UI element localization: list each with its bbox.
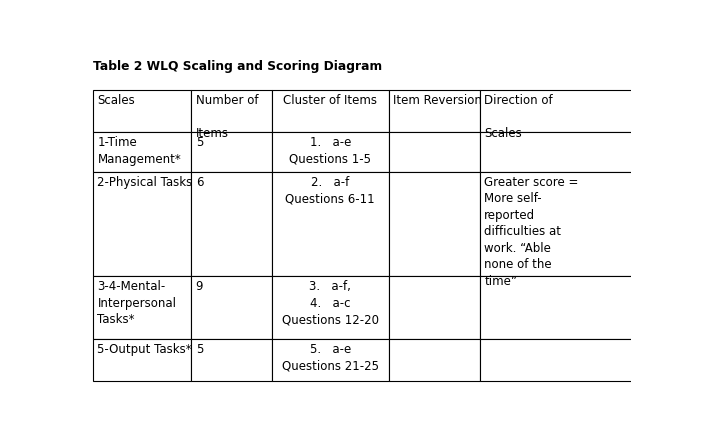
Bar (191, 339, 272, 381)
Text: Number of

Items: Number of Items (196, 94, 258, 140)
Bar (272, 132, 388, 172)
Bar (388, 339, 480, 381)
Text: 2-Physical Tasks: 2-Physical Tasks (97, 175, 193, 189)
Text: Greater score =
More self-
reported
difficulties at
work. “Able
none of the
time: Greater score = More self- reported diff… (484, 175, 578, 288)
Bar (388, 276, 480, 339)
Bar (480, 132, 637, 172)
Bar (388, 90, 480, 132)
Bar (480, 172, 637, 276)
Text: Scales: Scales (97, 94, 135, 107)
Bar (191, 276, 272, 339)
Text: 6: 6 (196, 175, 203, 189)
Bar (93, 276, 191, 339)
Bar (480, 90, 637, 132)
Text: 5: 5 (196, 343, 203, 356)
Text: 9: 9 (196, 280, 203, 293)
Bar (191, 132, 272, 172)
Bar (191, 90, 272, 132)
Bar (388, 172, 480, 276)
Bar (480, 276, 637, 339)
Text: Direction of

Scales: Direction of Scales (484, 94, 553, 140)
Bar (272, 339, 388, 381)
Text: 5-Output Tasks*: 5-Output Tasks* (97, 343, 192, 356)
Bar (93, 132, 191, 172)
Bar (93, 172, 191, 276)
Text: 5.   a-e
Questions 21-25: 5. a-e Questions 21-25 (282, 343, 379, 372)
Text: 1-Time
Management*: 1-Time Management* (97, 136, 181, 166)
Bar (191, 172, 272, 276)
Text: 3-4-Mental-
Interpersonal
Tasks*: 3-4-Mental- Interpersonal Tasks* (97, 280, 177, 326)
Text: Table 2 WLQ Scaling and Scoring Diagram: Table 2 WLQ Scaling and Scoring Diagram (93, 60, 382, 73)
Text: Item Reversion: Item Reversion (393, 94, 482, 107)
Text: 2.   a-f
Questions 6-11: 2. a-f Questions 6-11 (285, 175, 375, 205)
Bar (272, 90, 388, 132)
Text: 5: 5 (196, 136, 203, 149)
Bar (93, 90, 191, 132)
Text: 3.   a-f,
4.   a-c
Questions 12-20: 3. a-f, 4. a-c Questions 12-20 (282, 280, 379, 326)
Bar (272, 276, 388, 339)
Bar (272, 172, 388, 276)
Text: Cluster of Items: Cluster of Items (283, 94, 377, 107)
Bar (93, 339, 191, 381)
Bar (388, 132, 480, 172)
Text: 1.   a-e
Questions 1-5: 1. a-e Questions 1-5 (290, 136, 372, 166)
Bar (480, 339, 637, 381)
